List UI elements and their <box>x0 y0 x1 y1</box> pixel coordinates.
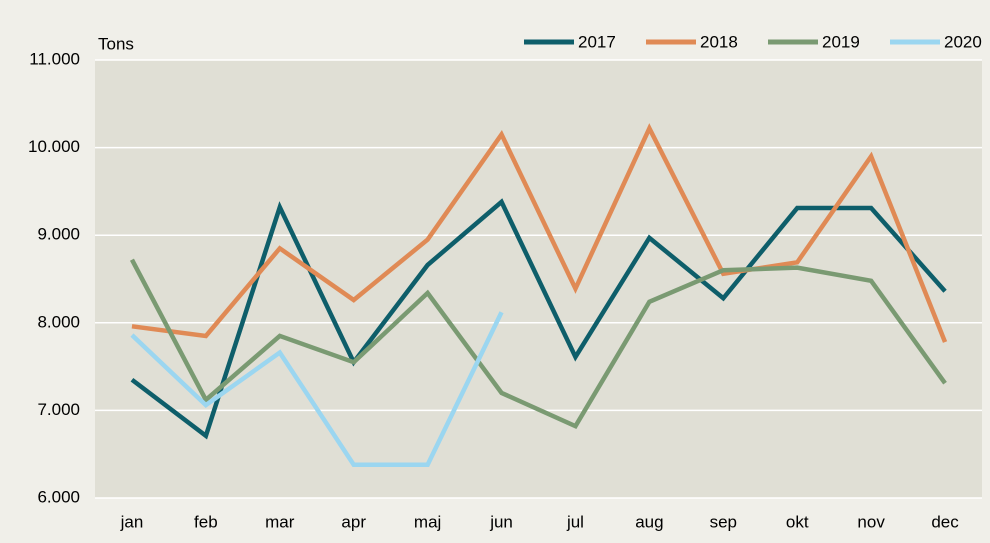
x-tick-label: mar <box>265 512 295 531</box>
legend-label: 2018 <box>700 32 738 51</box>
y-tick-label: 11.000 <box>29 49 80 68</box>
y-tick-label: 7.000 <box>37 400 80 419</box>
x-tick-label: apr <box>341 512 366 531</box>
line-series <box>130 311 504 467</box>
x-tick-label: okt <box>786 512 809 531</box>
y-axis-label: Tons <box>98 34 134 53</box>
line-series <box>130 198 947 440</box>
x-tick-label: dec <box>931 512 959 531</box>
x-tick-label: jun <box>489 512 513 531</box>
x-tick-label: nov <box>857 512 885 531</box>
x-tick-label: jul <box>566 512 584 531</box>
y-tick-label: 9.000 <box>37 225 80 244</box>
y-tick-label: 10.000 <box>28 137 80 156</box>
x-tick-label: jan <box>120 512 144 531</box>
line-series <box>129 258 947 430</box>
x-tick-label: maj <box>414 512 441 531</box>
y-tick-label: 8.000 <box>37 312 80 331</box>
line-series <box>131 123 948 343</box>
legend-label: 2017 <box>578 32 616 51</box>
x-tick-label: sep <box>710 512 737 531</box>
y-tick-label: 6.000 <box>37 487 80 506</box>
legend-label: 2019 <box>822 32 860 51</box>
x-tick-label: feb <box>194 512 218 531</box>
x-tick-label: aug <box>635 512 663 531</box>
legend-label: 2020 <box>944 32 982 51</box>
